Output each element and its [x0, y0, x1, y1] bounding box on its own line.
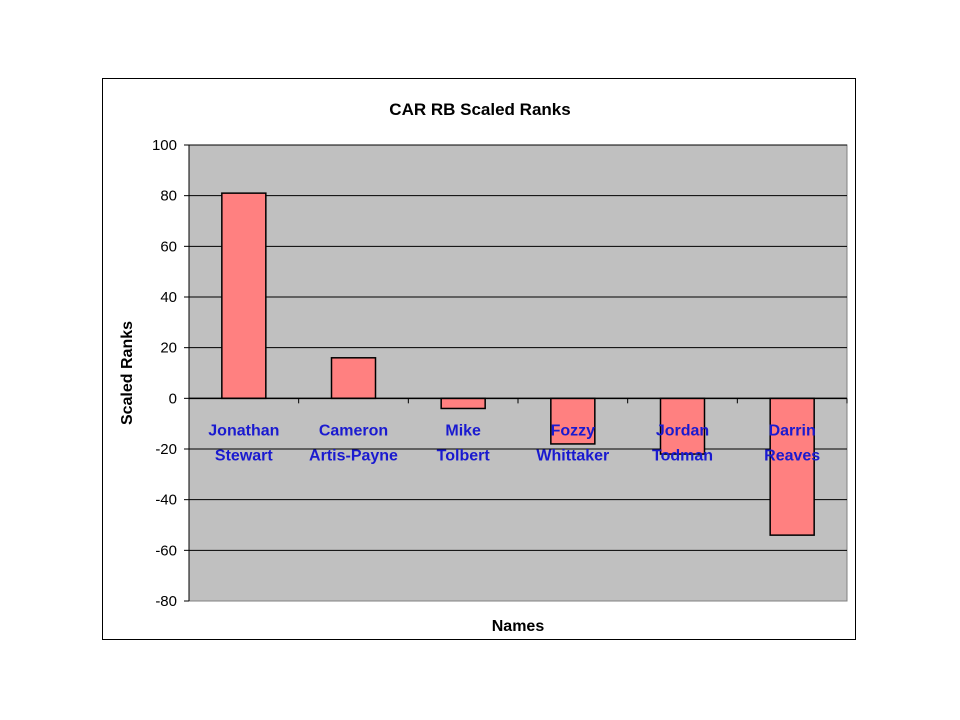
plot-area [188, 144, 848, 602]
bar [769, 397, 815, 536]
x-category-label-line: Darrin [769, 422, 816, 439]
x-category-label-line: Jonathan [208, 422, 279, 439]
bar-chart: 100 80 60 40 20 0 -20 -40 -60 -80 Jonathan Stewart… [119, 100, 848, 635]
bar [440, 397, 486, 410]
x-category-label-line: Reaves [764, 447, 820, 464]
x-category-label-line: Artis-Payne [309, 447, 398, 464]
x-category-label-line: Mike [445, 422, 481, 439]
x-category-label: Jonathan Stewart [208, 422, 279, 464]
x-category-label-line: Todman [652, 447, 713, 464]
y-tick-labels: 100 80 60 40 20 0 -20 -40 -60 -80 [152, 137, 177, 610]
bars [221, 192, 815, 536]
x-category-label-line: Tolbert [437, 447, 491, 464]
x-category-label-line: Whittaker [536, 447, 609, 464]
x-axis-title: Names [492, 618, 545, 635]
y-tick-label: -60 [155, 542, 177, 559]
x-category-label-line: Stewart [215, 447, 273, 464]
category-labels: Jonathan Stewart Cameron Artis-Payne Mike Tol… [208, 422, 820, 464]
x-category-label-line: Cameron [319, 422, 388, 439]
bar [659, 397, 706, 455]
y-tick-label: 60 [160, 238, 177, 255]
y-tick-label: -40 [155, 492, 177, 509]
x-category-label: Darrin Reaves [764, 422, 820, 464]
y-axis-title: Scaled Ranks [119, 321, 136, 425]
bar [221, 192, 267, 400]
bar [330, 357, 377, 400]
y-tick-label: 80 [160, 188, 177, 205]
axes [184, 144, 848, 602]
x-category-label: Mike Tolbert [437, 422, 491, 464]
x-category-label: Cameron Artis-Payne [309, 422, 398, 464]
chart-title: CAR RB Scaled Ranks [389, 100, 570, 119]
y-tick-label: 0 [169, 390, 177, 407]
y-tick-label: 20 [160, 340, 177, 357]
y-tick-label: 40 [160, 289, 177, 306]
x-category-label: Jordan Todman [652, 422, 713, 464]
y-tick-label: -80 [155, 593, 177, 610]
chart-frame: 100 80 60 40 20 0 -20 -40 -60 -80 Jonathan Stewart… [102, 78, 856, 640]
x-category-label-line: Jordan [656, 422, 709, 439]
x-category-label: Fozzy Whittaker [536, 422, 609, 464]
y-tick-label: -20 [155, 441, 177, 458]
y-tick-label: 100 [152, 137, 177, 154]
x-category-label-line: Fozzy [551, 422, 596, 439]
